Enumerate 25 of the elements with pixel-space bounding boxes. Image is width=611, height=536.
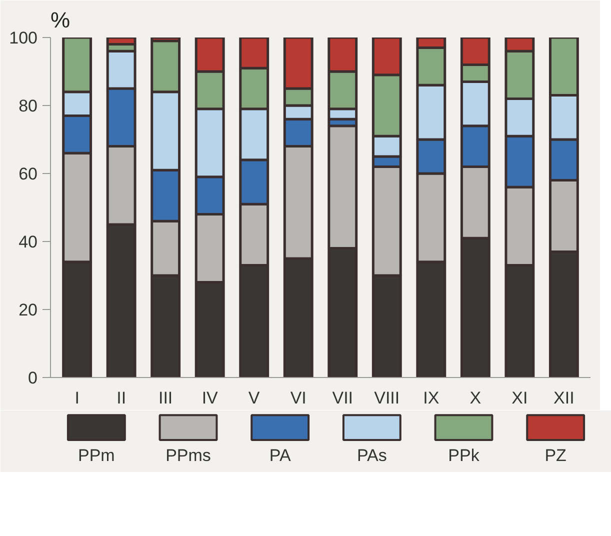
x-tick-label: V xyxy=(248,388,260,408)
x-tick-label: X xyxy=(470,388,482,408)
y-tick-label: 20 xyxy=(18,300,38,320)
y-tick-label: 40 xyxy=(18,232,38,252)
x-tick-label: IX xyxy=(423,388,440,408)
legend-label: PPms xyxy=(166,446,211,466)
x-tick-label: II xyxy=(116,388,126,408)
y-axis-title: % xyxy=(50,8,70,32)
y-tick-label: 100 xyxy=(9,28,38,48)
legend-label: PPm xyxy=(78,446,115,466)
y-tick-label: 60 xyxy=(18,164,38,184)
legend-label: PAs xyxy=(356,446,387,466)
x-tick-label: VII xyxy=(332,388,354,408)
legend-label: PPk xyxy=(448,446,480,466)
x-tick-label: VIII xyxy=(374,388,400,408)
y-tick-label: 80 xyxy=(18,96,38,116)
x-tick-label: XII xyxy=(554,388,574,408)
x-tick-label: I xyxy=(74,388,80,408)
legend-label: PZ xyxy=(544,446,566,466)
y-tick-label: 0 xyxy=(28,368,38,388)
x-tick-label: XI xyxy=(512,388,528,408)
x-tick-label: IV xyxy=(202,388,219,408)
x-tick-label: VI xyxy=(290,388,306,408)
x-tick-label: III xyxy=(158,388,173,408)
legend-label: PA xyxy=(269,446,292,466)
